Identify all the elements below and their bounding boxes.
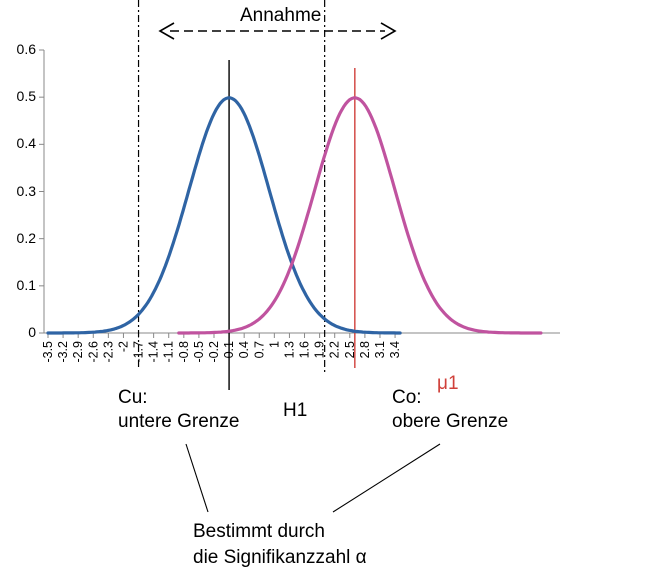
y-tick-label: 0.6: [16, 41, 36, 57]
x-tick-label: 3.4: [388, 341, 402, 358]
x-tick-label: -2.3: [101, 341, 115, 363]
annotations: [158, 22, 441, 513]
cu-sub-label: untere Grenze: [118, 411, 240, 432]
x-tick-label: -1.4: [147, 341, 161, 363]
x-tick-label: -3.2: [56, 341, 70, 363]
x-tick-label: 2.2: [328, 341, 342, 358]
x-tick-label: 0.4: [237, 341, 251, 358]
annahme-arrowhead-left: [158, 22, 175, 40]
cu-label: Cu:: [118, 387, 148, 408]
annahme-label: Annahme: [240, 5, 322, 26]
y-tick-label: 0.4: [16, 135, 36, 152]
cu-pointer-line: [185, 443, 209, 513]
bestimmt-line2: die Signifikanzzahl α: [193, 547, 367, 568]
x-tick-label: 0.7: [252, 341, 266, 358]
x-tick-label: -0.2: [207, 341, 221, 363]
y-tick-label: 0: [28, 324, 36, 340]
y-tick-label: 0.1: [16, 276, 36, 293]
x-tick-label: -2.9: [71, 341, 85, 363]
h1-label: H1: [283, 400, 308, 421]
x-tick-label: 1.3: [282, 341, 296, 358]
x-tick-label: 1.6: [298, 341, 312, 358]
density-curve-series-2: [177, 96, 543, 335]
x-tick-labels: -3.5 -3.2 -2.9 -2.6 -2.3 -2 -1.7 -1.4 -1.1 -0.8 -0…: [41, 341, 402, 363]
chart-axes: [39, 49, 560, 338]
x-tick-label: -0.5: [192, 341, 206, 363]
y-tick-label: 0.3: [16, 182, 36, 199]
co-sub-label: obere Grenze: [392, 411, 509, 432]
vertical-lines: [137, 0, 356, 390]
x-tick-label: -2: [116, 341, 130, 352]
x-tick-label: 1: [267, 341, 281, 348]
y-tick-label: 0.5: [16, 88, 36, 105]
x-tick-label: -1.1: [162, 341, 176, 363]
x-tick-label: 2.8: [358, 341, 372, 358]
density-curve-series-1: [46, 96, 402, 335]
x-tick-label: 3.1: [373, 341, 387, 358]
y-tick-label: 0.2: [16, 229, 36, 246]
x-tick-label: -3.5: [41, 341, 55, 363]
co-pointer-line: [332, 443, 441, 513]
annahme-arrowhead-right: [380, 22, 397, 40]
x-tick-label: 1.9: [313, 341, 327, 358]
density-curves: [46, 96, 543, 335]
x-tick-label: -2.6: [86, 341, 100, 363]
x-tick-label: -0.8: [177, 341, 191, 363]
x-tick-label: 2.5: [343, 341, 357, 358]
mu1-label: μ1: [437, 373, 459, 394]
co-label: Co:: [392, 387, 422, 408]
bestimmt-line1: Bestimmt durch: [193, 521, 325, 542]
